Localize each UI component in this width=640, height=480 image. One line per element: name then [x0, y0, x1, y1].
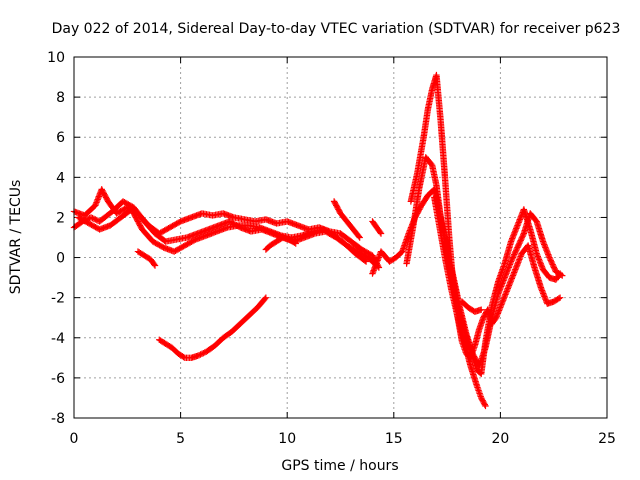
data-point [516, 240, 523, 247]
data-point [508, 256, 515, 264]
data-point [513, 245, 521, 253]
x-axis-label: GPS time / hours [281, 458, 398, 474]
data-point [512, 248, 519, 255]
data-point [376, 229, 384, 236]
data-point [92, 216, 99, 223]
data-point [197, 351, 204, 358]
data-point [482, 402, 489, 410]
data-point [362, 258, 370, 265]
data-point [546, 254, 553, 261]
series-track-f [156, 294, 270, 362]
data-point [291, 239, 298, 246]
data-point [194, 352, 201, 360]
data-point [180, 353, 187, 361]
data-point [151, 262, 159, 269]
series-track-l [330, 198, 363, 241]
x-tick-label: 10 [278, 431, 296, 447]
data-point [514, 242, 522, 250]
data-point [509, 255, 516, 262]
y-tick-label: -8 [51, 411, 65, 427]
data-point [377, 230, 385, 237]
x-tick-label: 20 [491, 431, 509, 447]
data-point [262, 294, 270, 301]
data-point [509, 254, 517, 261]
data-point [87, 214, 95, 221]
data-point [518, 234, 526, 241]
data-point [550, 264, 558, 271]
x-tick-label: 0 [70, 431, 79, 447]
y-axis-label: SDTVAR / TECUs [8, 180, 24, 295]
chart-title: Day 022 of 2014, Sidereal Day-to-day VTE… [52, 21, 621, 37]
data-point [507, 258, 515, 265]
series-track-k [458, 298, 485, 315]
y-tick-label: 10 [47, 50, 65, 66]
data-point [555, 295, 563, 302]
series-track-e [262, 234, 299, 253]
y-tick-label: -4 [51, 331, 65, 347]
y-tick-label: -2 [51, 291, 65, 307]
series-track-m [369, 218, 385, 237]
y-tick-label: 6 [56, 130, 65, 146]
data-point [292, 240, 299, 247]
data-point [550, 262, 557, 270]
data-point [511, 251, 518, 258]
y-tick-label: -6 [51, 371, 65, 387]
data-point [150, 261, 158, 268]
data-point [195, 351, 203, 359]
data-point [546, 255, 554, 263]
series-layer [70, 71, 566, 410]
data-point [198, 350, 206, 358]
series-track-i [407, 71, 564, 362]
x-tick-label: 5 [176, 431, 185, 447]
plot-frame [73, 56, 608, 419]
data-point [548, 258, 555, 265]
series-track-c [75, 206, 370, 265]
data-point [547, 257, 554, 264]
series-track-j [431, 194, 489, 410]
data-point [510, 252, 517, 260]
data-point [356, 234, 363, 241]
data-point [549, 261, 556, 268]
data-point [557, 271, 565, 279]
data-point [517, 237, 524, 244]
data-point [515, 241, 522, 248]
series-track-d [134, 248, 159, 269]
data-point [512, 247, 520, 254]
series-track-h [403, 154, 566, 370]
data-point [518, 235, 525, 243]
data-point [355, 233, 362, 240]
x-tick-label: 25 [598, 431, 616, 447]
y-tick-label: 4 [56, 170, 65, 186]
data-point [548, 259, 556, 267]
y-tick-label: 0 [56, 251, 65, 267]
data-point [516, 238, 524, 246]
data-point [511, 249, 519, 257]
data-point [89, 214, 96, 222]
data-point [559, 272, 566, 279]
data-point [520, 231, 527, 239]
data-point [481, 401, 488, 408]
y-tick-label: 8 [56, 90, 65, 106]
data-point [551, 265, 558, 272]
data-point [514, 244, 521, 251]
data-point [261, 295, 269, 302]
data-point [478, 306, 485, 313]
data-point [361, 257, 369, 264]
x-tick-label: 15 [385, 431, 403, 447]
y-tick-label: 2 [56, 210, 65, 226]
data-point [200, 349, 207, 357]
data-point [90, 215, 98, 222]
data-point [556, 294, 564, 301]
data-point [519, 233, 526, 240]
